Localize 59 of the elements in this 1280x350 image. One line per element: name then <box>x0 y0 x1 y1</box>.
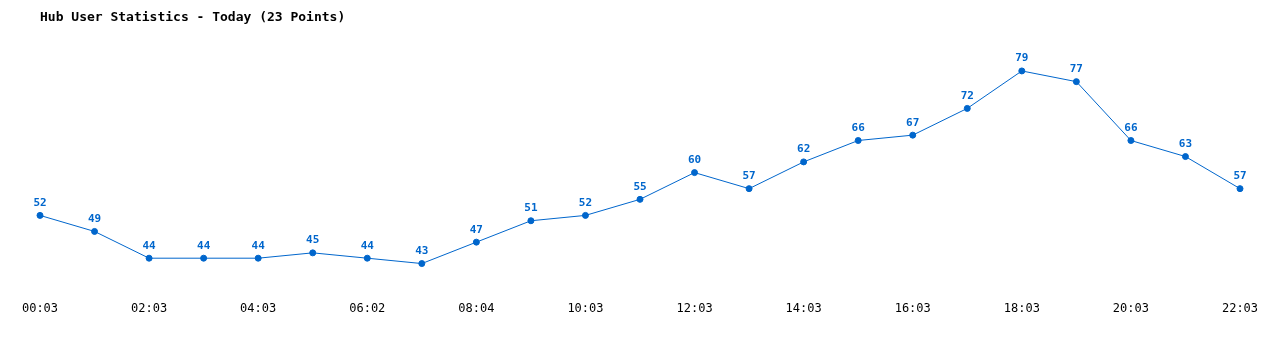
x-tick-label: 08:04 <box>458 300 495 315</box>
data-label: 62 <box>797 142 811 156</box>
point <box>254 254 262 262</box>
point <box>418 260 426 268</box>
data-label: 55 <box>633 179 647 193</box>
point <box>963 104 971 112</box>
data-label: 60 <box>687 152 702 166</box>
point <box>909 131 917 139</box>
x-tick-label: 02:03 <box>131 300 168 315</box>
point <box>527 217 535 225</box>
point <box>800 158 808 166</box>
point <box>145 254 153 262</box>
point <box>745 185 753 193</box>
point <box>1072 78 1080 86</box>
data-label: 79 <box>1015 51 1029 65</box>
x-tick-label: 16:03 <box>894 300 931 315</box>
data-label: 57 <box>742 169 756 183</box>
data-label: 63 <box>1178 136 1193 150</box>
point <box>1018 67 1026 75</box>
data-label: 44 <box>197 238 211 252</box>
data-label: 57 <box>1233 169 1247 183</box>
x-tick-label: 18:03 <box>1003 300 1040 315</box>
point <box>1181 153 1189 161</box>
data-label: 49 <box>87 211 102 225</box>
data-label: 47 <box>469 222 483 236</box>
data-label: 44 <box>251 238 266 252</box>
point <box>200 254 208 262</box>
point <box>472 238 480 246</box>
point <box>91 227 99 235</box>
point <box>581 211 589 219</box>
data-label: 44 <box>360 238 375 252</box>
point <box>363 254 371 262</box>
point <box>636 195 644 203</box>
data-label: 66 <box>1124 120 1138 134</box>
data-label: 51 <box>524 201 538 215</box>
x-tick-label: 14:03 <box>785 300 822 315</box>
chart-title: Hub User Statistics - Today (23 Points) <box>40 9 346 25</box>
point <box>691 169 699 177</box>
point <box>854 137 862 144</box>
point <box>36 211 44 219</box>
x-tick-label: 04:03 <box>240 300 277 315</box>
data-label: 52 <box>33 195 47 209</box>
data-label: 67 <box>906 115 920 129</box>
data-label: 43 <box>415 243 429 257</box>
point <box>309 249 317 257</box>
point <box>1127 137 1135 144</box>
data-label: 45 <box>306 233 320 247</box>
x-tick-label: 06:02 <box>349 300 386 315</box>
x-tick-label: 22:03 <box>1221 300 1259 315</box>
data-label: 44 <box>142 238 157 252</box>
data-label: 77 <box>1069 62 1083 76</box>
x-tick-label: 20:03 <box>1112 300 1149 315</box>
data-label: 52 <box>578 195 593 209</box>
x-tick-label: 00:03 <box>21 300 59 315</box>
x-tick-label: 10:03 <box>567 300 604 315</box>
data-label: 66 <box>851 120 866 134</box>
x-tick-label: 12:03 <box>676 300 713 315</box>
point <box>1236 185 1244 193</box>
data-label: 72 <box>960 88 974 102</box>
